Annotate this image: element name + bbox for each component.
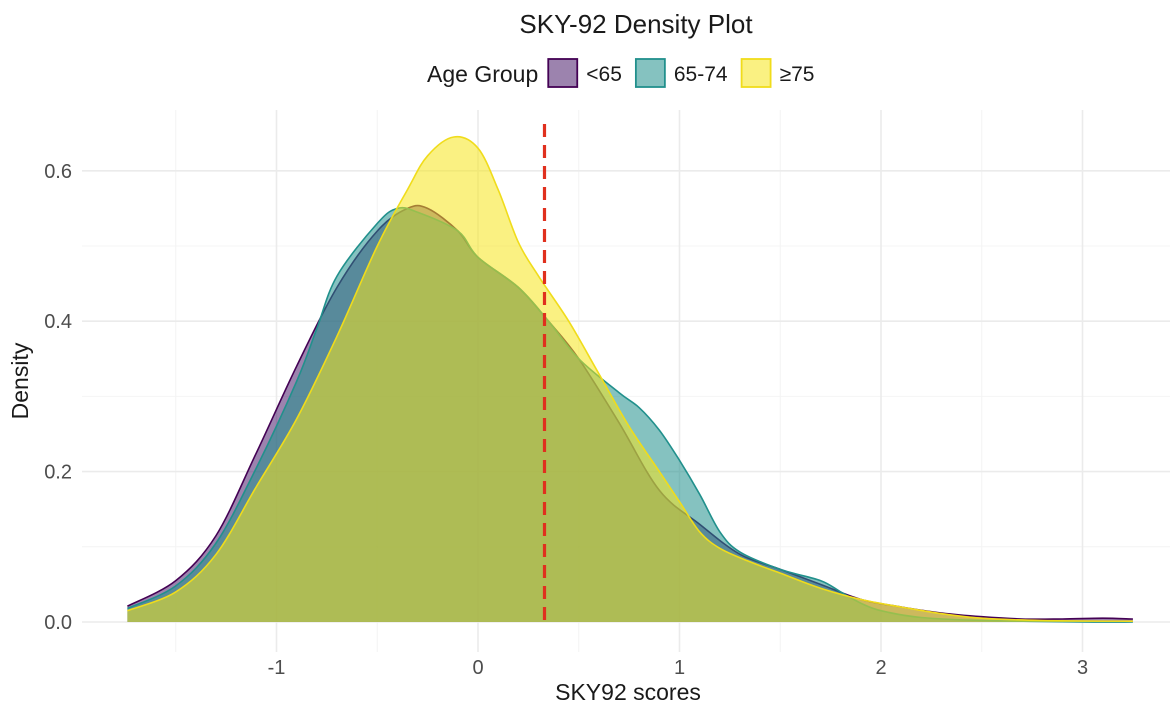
x-axis-label: SKY92 scores [555, 679, 701, 705]
x-tick-label: 2 [875, 657, 886, 679]
legend: Age Group <65 65-74 ≥75 [427, 58, 815, 88]
y-tick-label: 0.2 [44, 462, 72, 484]
x-tick-label: -1 [268, 657, 286, 679]
legend-key-2 [634, 58, 666, 88]
y-axis-label: Density [7, 342, 33, 419]
legend-label-2: 65-74 [674, 63, 728, 86]
legend-key-1 [547, 58, 579, 88]
y-tick-label: 0.0 [44, 612, 72, 634]
chart-title: SKY-92 Density Plot [519, 9, 753, 39]
density-areas [127, 135, 1133, 623]
axis-ticks: -1 0 1 2 3 0.0 0.2 0.4 0.6 [44, 161, 1088, 679]
legend-label-1: <65 [586, 63, 622, 86]
legend-key-3 [740, 58, 772, 88]
density-area-3 [127, 136, 1133, 623]
x-tick-label: 3 [1077, 657, 1088, 679]
x-tick-label: 0 [472, 657, 483, 679]
legend-title: Age Group [427, 61, 538, 87]
legend-label-3: ≥75 [780, 63, 815, 86]
density-curve-3 [127, 135, 1133, 622]
x-tick-label: 1 [674, 657, 685, 679]
y-tick-label: 0.4 [44, 311, 72, 333]
y-tick-label: 0.6 [44, 161, 72, 183]
